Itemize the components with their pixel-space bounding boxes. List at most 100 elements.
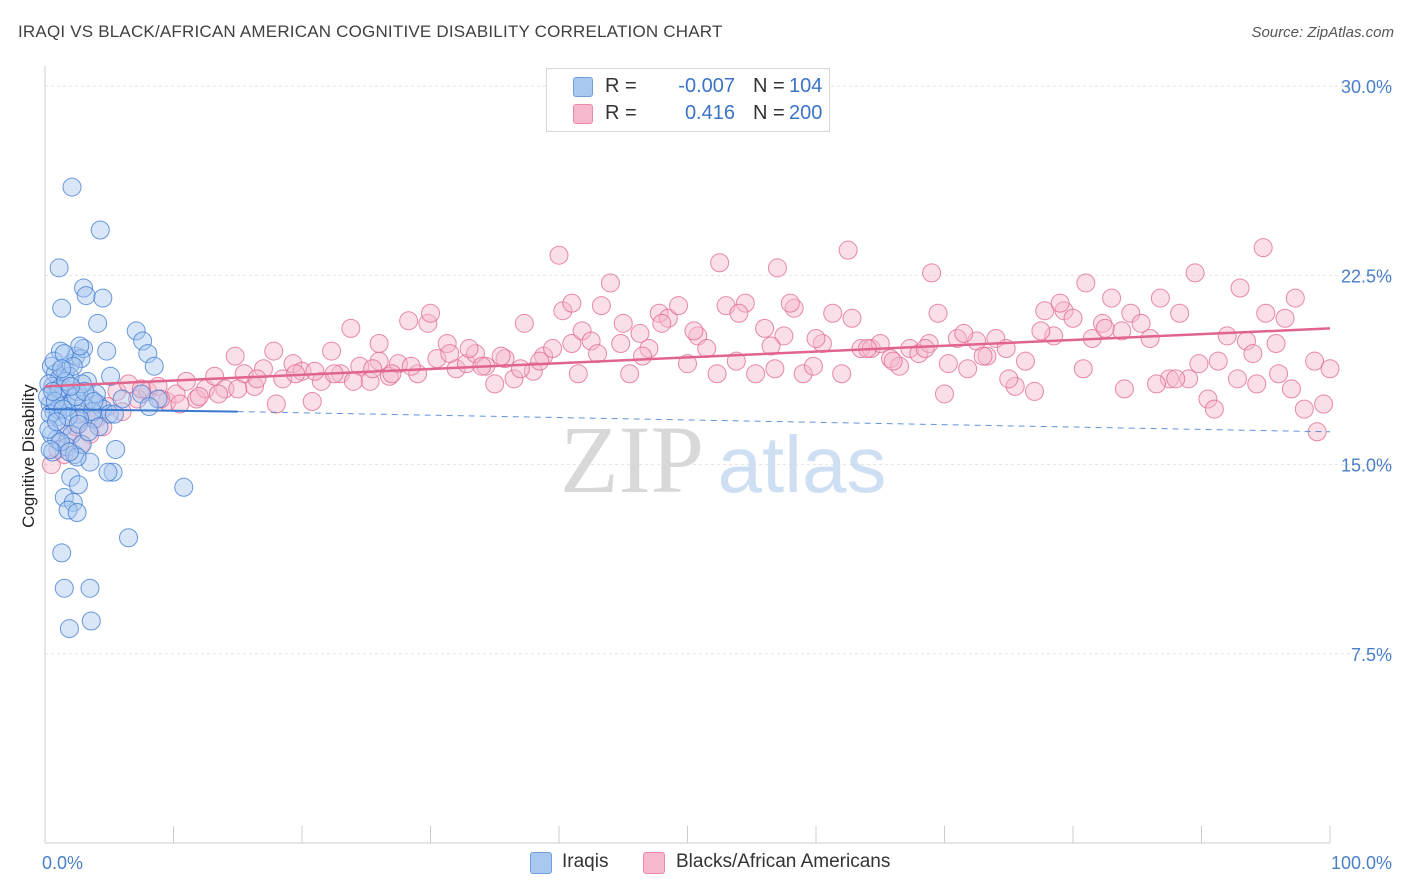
data-point — [504, 369, 524, 389]
data-point — [459, 339, 479, 359]
data-point — [90, 220, 110, 240]
data-point — [70, 336, 90, 356]
x-tick-label: 0.0% — [42, 853, 83, 873]
data-point — [104, 404, 124, 424]
data-point — [588, 344, 608, 364]
data-point — [421, 303, 440, 323]
data-point — [440, 344, 460, 364]
data-point — [74, 278, 94, 298]
legend-n-value: 200 — [789, 102, 823, 124]
series-iraqis — [38, 177, 194, 639]
data-point — [491, 346, 511, 366]
data-point — [530, 351, 550, 371]
source-label: Source: ZipAtlas.com — [1251, 24, 1394, 41]
data-point — [266, 394, 286, 414]
data-point — [549, 245, 569, 265]
correlation-legend: R = -0.007 N = 104 R = 0.416 N = 200 — [546, 68, 830, 132]
data-point — [1204, 399, 1224, 419]
data-point — [343, 371, 363, 391]
data-point — [1185, 263, 1205, 283]
data-point — [106, 439, 126, 459]
data-point — [1269, 364, 1289, 384]
data-point — [999, 369, 1019, 389]
data-point — [922, 263, 942, 283]
data-point — [1281, 379, 1301, 399]
data-point — [225, 346, 245, 366]
data-point — [935, 384, 954, 404]
legend-r-value: -0.007 — [678, 75, 735, 97]
data-point — [61, 467, 81, 487]
data-point — [52, 359, 72, 379]
data-point — [76, 286, 96, 306]
data-point — [103, 462, 123, 482]
data-point — [40, 439, 60, 459]
data-point — [803, 356, 823, 376]
data-point — [126, 321, 146, 341]
legend-swatch-blacks — [573, 104, 593, 124]
data-point — [88, 313, 108, 333]
watermark-zip: ZIP — [560, 406, 704, 513]
data-point — [208, 384, 228, 404]
data-point — [44, 351, 64, 371]
data-point — [369, 334, 389, 353]
data-point — [909, 344, 929, 364]
data-point — [59, 619, 79, 639]
data-point — [1189, 354, 1209, 374]
data-point — [112, 389, 132, 409]
data-point — [1253, 238, 1273, 258]
data-point — [774, 326, 794, 346]
data-point — [1005, 376, 1025, 396]
data-point — [144, 356, 164, 376]
data-point — [1112, 321, 1132, 341]
watermark-atlas: atlas — [718, 420, 887, 509]
data-point — [697, 339, 717, 359]
data-point — [1015, 351, 1035, 371]
data-point — [793, 364, 813, 384]
data-point — [81, 611, 101, 631]
legend-n-value: 104 — [789, 75, 823, 97]
data-point — [710, 253, 730, 273]
bottom-legend-swatch-iraqis — [530, 852, 552, 874]
data-point — [264, 341, 284, 361]
data-point — [138, 344, 158, 364]
data-point — [684, 321, 704, 341]
data-point — [1140, 328, 1160, 348]
data-point — [1131, 313, 1151, 333]
data-point — [883, 351, 903, 371]
data-point — [84, 392, 104, 412]
data-point — [581, 331, 601, 351]
trend-line-iraqis — [44, 408, 238, 413]
data-point — [66, 386, 86, 406]
trend-lines — [44, 327, 1331, 433]
data-point — [131, 379, 151, 399]
data-point — [620, 364, 640, 384]
data-point — [1294, 399, 1314, 419]
data-point — [726, 351, 746, 371]
legend-r-label: R = — [605, 75, 637, 97]
data-point — [784, 298, 804, 318]
data-point — [1063, 308, 1083, 328]
data-point — [947, 328, 967, 348]
data-point — [485, 374, 505, 394]
x-tick-labels: 0.0% 100.0% — [42, 853, 1392, 873]
data-point — [1227, 369, 1247, 389]
bottom-legend-swatch-blacks — [643, 852, 665, 874]
legend-r-label: R = — [605, 102, 637, 124]
data-point — [707, 364, 727, 384]
data-point — [562, 334, 582, 353]
data-point — [678, 354, 697, 374]
data-point — [1275, 308, 1295, 328]
data-point — [746, 364, 766, 384]
data-point — [938, 354, 958, 374]
data-point — [1305, 351, 1325, 371]
legend-r-value: 0.416 — [684, 102, 735, 124]
data-point — [93, 288, 113, 308]
y-tick-label: 22.5% — [1341, 266, 1392, 286]
data-point — [101, 366, 121, 386]
data-point — [1147, 374, 1167, 394]
data-point — [652, 313, 672, 333]
data-point — [170, 394, 190, 414]
data-point — [128, 389, 148, 409]
y-tick-label: 15.0% — [1341, 456, 1392, 476]
